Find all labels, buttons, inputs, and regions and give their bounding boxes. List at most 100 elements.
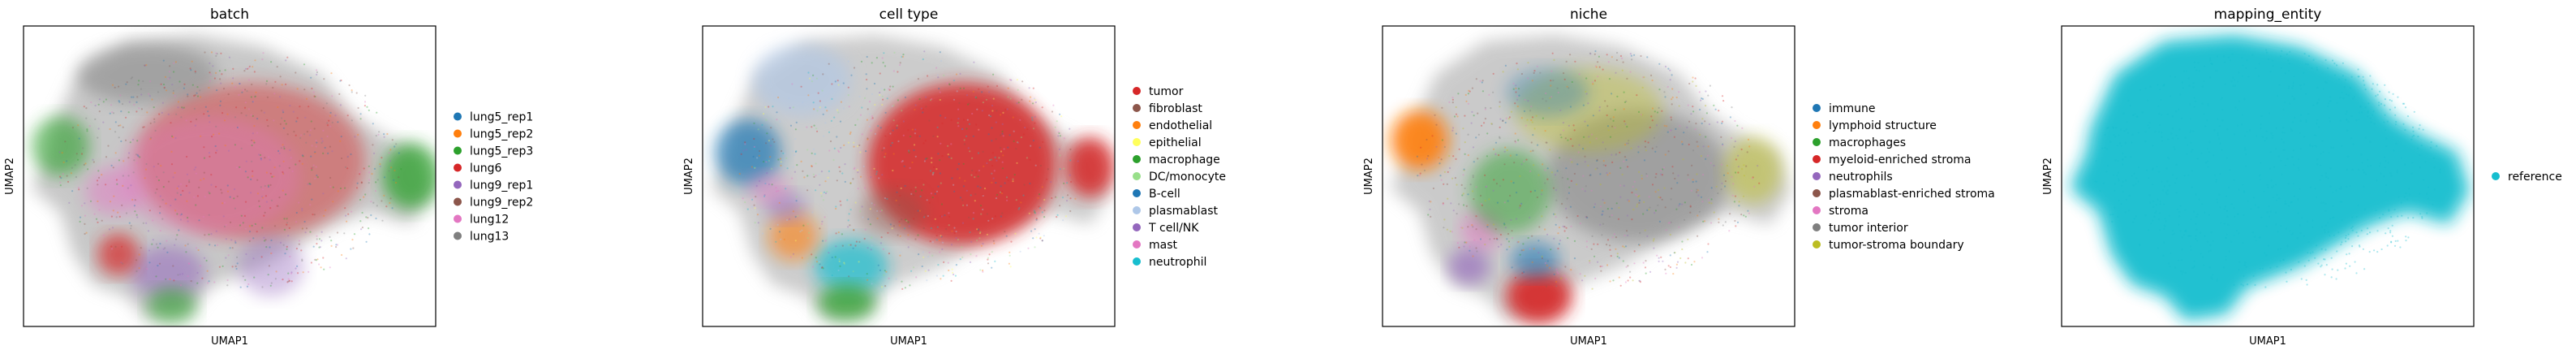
scatter-point [1589, 261, 1591, 264]
scatter-point [1464, 241, 1466, 244]
scatter-point [2208, 214, 2210, 216]
scatter-point [922, 251, 924, 253]
scatter-point [216, 53, 218, 55]
scatter-point [2277, 197, 2281, 200]
scatter-point [1576, 214, 1579, 218]
scatter-point [1655, 173, 1658, 175]
scatter-point [1499, 136, 1501, 138]
scatter-point [2158, 112, 2161, 115]
scatter-point [1585, 245, 1588, 248]
scatter-point [277, 149, 280, 153]
scatter-point [330, 240, 333, 242]
scatter-point [969, 231, 971, 234]
scatter-point [315, 145, 317, 148]
scatter-point [2312, 58, 2315, 61]
scatter-point [987, 257, 990, 259]
scatter-point [1545, 100, 1547, 102]
scatter-point [2297, 166, 2299, 169]
scatter-point [856, 145, 859, 148]
scatter-point [849, 209, 852, 211]
scatter-point [913, 149, 915, 152]
scatter-point [857, 119, 859, 121]
scatter-point [1658, 220, 1661, 223]
scatter-point [1722, 174, 1726, 176]
scatter-point [2099, 190, 2101, 192]
scatter-point [231, 266, 234, 268]
scatter-point [775, 240, 777, 243]
scatter-point [2419, 124, 2421, 127]
scatter-point [326, 135, 329, 138]
scatter-point [364, 193, 367, 196]
scatter-point [220, 82, 222, 84]
scatter-point [775, 187, 777, 189]
scatter-point [1420, 146, 1422, 149]
scatter-point [1499, 101, 1501, 103]
scatter-point [1705, 158, 1707, 160]
scatter-point [1686, 126, 1688, 129]
scatter-point [240, 147, 243, 149]
scatter-point [848, 106, 850, 108]
scatter-point [1497, 245, 1500, 248]
scatter-point [972, 212, 975, 214]
scatter-point [97, 136, 99, 139]
scatter-point [2204, 162, 2208, 164]
scatter-point [837, 231, 840, 234]
scatter-point [2259, 179, 2261, 181]
scatter-point [1740, 148, 1743, 151]
scatter-point [901, 218, 903, 221]
scatter-point [145, 64, 148, 67]
scatter-point [1545, 141, 1547, 144]
scatter-point [108, 228, 111, 231]
scatter-point [917, 210, 919, 212]
scatter-point [2226, 210, 2228, 212]
scatter-point [2259, 267, 2261, 270]
scatter-point [285, 123, 287, 125]
scatter-point [126, 81, 128, 84]
scatter-point [2386, 120, 2389, 123]
scatter-point [1054, 196, 1057, 198]
scatter-point [987, 133, 990, 136]
scatter-point [2237, 124, 2239, 127]
scatter-point [86, 128, 88, 131]
scatter-point [1638, 195, 1641, 197]
scatter-point [2207, 105, 2209, 107]
scatter-point [2312, 219, 2314, 222]
scatter-point [991, 266, 993, 269]
scatter-point [290, 271, 293, 274]
scatter-point [1520, 117, 1523, 119]
scatter-point [931, 197, 934, 199]
scatter-point [1546, 141, 1548, 144]
scatter-point [2230, 80, 2233, 83]
scatter-point [2181, 236, 2183, 239]
scatter-point [898, 221, 901, 223]
scatter-point [74, 164, 76, 166]
scatter-point [908, 151, 910, 153]
scatter-point [1443, 218, 1446, 221]
scatter-point [1619, 196, 1622, 198]
scatter-point [1484, 108, 1486, 110]
scatter-point [338, 93, 341, 95]
scatter-point [2284, 202, 2286, 205]
legend-marker [1133, 223, 1141, 231]
scatter-point [2223, 223, 2226, 225]
scatter-point [1734, 140, 1736, 143]
scatter-point [332, 201, 334, 203]
scatter-point [234, 86, 237, 89]
scatter-point [303, 63, 306, 66]
scatter-point [86, 187, 88, 189]
scatter-point [1713, 104, 1715, 106]
scatter-point [151, 243, 153, 245]
scatter-point [881, 57, 884, 59]
scatter-point [2190, 248, 2192, 251]
scatter-point [1056, 216, 1058, 218]
scatter-point [127, 157, 130, 159]
scatter-point [308, 134, 312, 136]
scatter-point [2101, 147, 2104, 149]
scatter-point [1599, 266, 1602, 268]
scatter-point [2281, 138, 2283, 140]
scatter-point [1588, 136, 1590, 138]
scatter-point [2238, 71, 2240, 74]
scatter-point [2335, 64, 2338, 67]
scatter-point [1533, 70, 1536, 72]
scatter-point [2420, 145, 2423, 147]
